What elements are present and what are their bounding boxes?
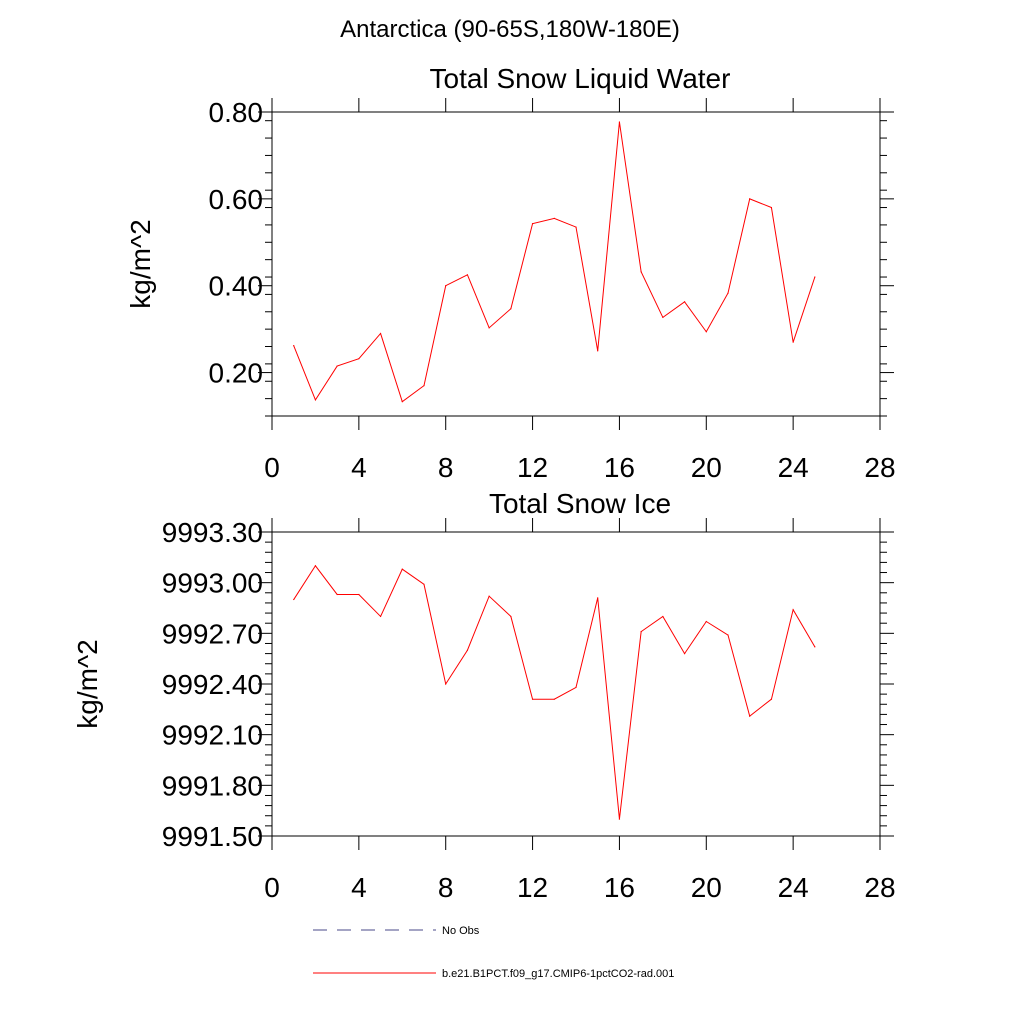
data-point (336, 593, 338, 596)
data-point (618, 818, 621, 820)
page-title: Antarctica (90-65S,180W-180E) (0, 16, 1024, 44)
data-point (423, 583, 425, 585)
data-point (293, 345, 295, 347)
data-point (293, 598, 295, 601)
x-tick-label: 20 (691, 452, 722, 483)
data-point (814, 646, 816, 648)
y-axis-label: kg/m^2 (72, 639, 103, 728)
data-point (531, 698, 534, 700)
data-point (575, 226, 577, 228)
data-point (683, 653, 686, 655)
data-point (749, 198, 751, 200)
chart-title: Total Snow Liquid Water (430, 63, 731, 94)
y-tick-label: 9992.10 (162, 720, 263, 751)
y-axis-label: kg/m^2 (125, 219, 156, 308)
data-point (510, 615, 512, 618)
data-point (640, 631, 642, 633)
data-point (401, 568, 403, 570)
panel-snow-ice: Total Snow Ice kg/m^2 0 4 8 12 16 20 24 28 9991.50… (72, 488, 896, 903)
data-point (770, 698, 773, 700)
data-point (553, 217, 555, 219)
y-tick-label: 9991.80 (162, 770, 263, 801)
data-point (749, 715, 751, 717)
data-point (705, 620, 707, 623)
x-tick-label: 16 (604, 872, 635, 903)
legend: No Obs b.e21.B1PCT.f09_g17.CMIP6-1pctCO2… (313, 925, 674, 980)
y-tick-label: 9992.70 (162, 618, 263, 649)
series-line (293, 121, 816, 403)
legend-label-no-obs: No Obs (442, 925, 480, 937)
data-point (618, 121, 621, 123)
page-title-text: Antarctica (90-65S,180W-180E) (340, 16, 680, 43)
data-point (727, 634, 729, 636)
x-tick-label: 4 (351, 452, 367, 483)
data-point (597, 350, 599, 352)
y-tick-label: 0.60 (209, 184, 264, 215)
y-tick-label: 0.80 (209, 97, 264, 128)
x-tick-label: 28 (864, 452, 895, 483)
data-point (553, 698, 555, 700)
data-point (423, 385, 425, 387)
x-tick-label: 0 (264, 452, 280, 483)
y-tick-label: 9993.00 (162, 568, 263, 599)
series-line (293, 564, 816, 820)
legend-label-model: b.e21.B1PCT.f09_g17.CMIP6-1pctCO2-rad.00… (442, 968, 674, 980)
data-point (466, 649, 469, 651)
data-point (445, 285, 447, 287)
data-point (575, 686, 577, 688)
x-tick-label: 24 (778, 872, 809, 903)
data-point (488, 327, 490, 329)
data-point (488, 595, 490, 597)
x-tick-label: 8 (438, 452, 454, 483)
y-tick-label: 0.40 (209, 271, 264, 302)
y-tick-label: 9992.40 (162, 669, 263, 700)
chart-title: Total Snow Ice (489, 488, 671, 519)
data-point (662, 615, 664, 618)
data-point (358, 593, 360, 596)
x-tick-label: 12 (517, 452, 548, 483)
data-point (770, 206, 773, 209)
data-point (662, 316, 664, 319)
data-point (445, 683, 447, 685)
data-point (814, 276, 816, 278)
x-tick-label: 4 (351, 872, 367, 903)
y-tick-label: 9993.30 (162, 517, 263, 548)
data-point (314, 565, 317, 567)
x-tick-label: 24 (778, 452, 809, 483)
data-point (727, 292, 729, 294)
data-point (531, 223, 534, 225)
data-point (792, 609, 794, 611)
data-point (466, 274, 469, 276)
y-tick-label: 9991.50 (162, 821, 263, 852)
data-point (401, 401, 403, 403)
plot-frame (271, 111, 881, 417)
data-point (358, 358, 360, 360)
plot-frame (271, 531, 881, 837)
y-tick-label: 0.20 (209, 358, 264, 389)
x-tick-label: 28 (864, 872, 895, 903)
data-point (314, 399, 317, 401)
data-point (792, 341, 794, 343)
data-point (597, 597, 599, 599)
data-point (510, 308, 512, 310)
x-tick-label: 8 (438, 872, 454, 903)
data-point (336, 365, 338, 367)
data-point (640, 271, 642, 273)
x-tick-label: 20 (691, 872, 722, 903)
panel-snow-liquid-water: Total Snow Liquid Water kg/m^2 0 4 8 12 16 20 24… (125, 63, 896, 483)
data-point (705, 331, 707, 333)
data-point (683, 301, 686, 303)
x-tick-label: 16 (604, 452, 635, 483)
data-point (379, 615, 382, 618)
x-tick-label: 0 (264, 872, 280, 903)
x-tick-label: 12 (517, 872, 548, 903)
data-point (379, 332, 382, 335)
